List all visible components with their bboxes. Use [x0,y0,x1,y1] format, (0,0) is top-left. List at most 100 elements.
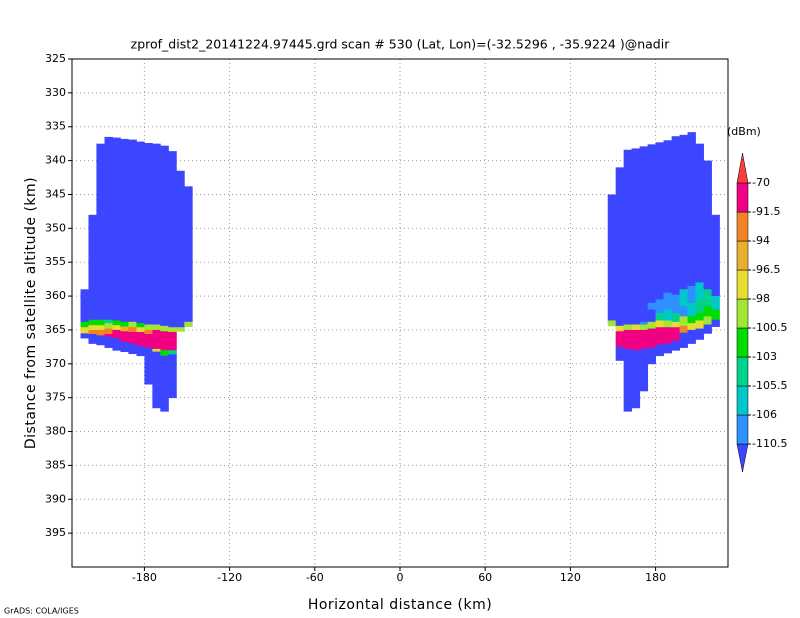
cell [647,302,656,311]
cell [160,350,169,357]
cell [655,327,664,346]
cell [647,309,656,323]
colorbar-box [736,269,749,300]
cell [120,326,129,332]
y-axis-title: Distance from satellite altitude (km) [23,177,39,449]
chart-title: zprof_dist2_20141224.97445.grd scan # 53… [131,37,671,52]
cell [128,331,137,344]
cell [80,333,89,339]
cell [607,320,617,327]
cell [80,321,89,328]
y-tick-label: 345 [45,187,66,200]
cell [88,214,97,321]
cell [663,343,673,354]
cell [639,348,649,392]
cell [136,323,145,328]
cell [160,355,169,412]
x-axis-title: Horizontal distance (km) [308,597,492,613]
cell [695,282,704,300]
colorbar-box [736,240,749,271]
cell [615,167,625,327]
cell [80,289,89,323]
y-tick-label: 385 [45,458,66,471]
cell [176,170,185,328]
cell [703,289,712,307]
cell [703,306,712,317]
cell [104,136,113,321]
cell [703,316,712,325]
cell [639,146,649,323]
cell [655,344,664,357]
cell [168,331,177,351]
cell [695,143,704,283]
cell [144,142,153,325]
cell [88,319,97,326]
y-tick-label: 390 [45,492,66,505]
cell [128,343,137,355]
cell [136,327,145,333]
cell [152,324,161,331]
cell [687,316,696,324]
colorbar-label: (dBm) [727,125,761,138]
cell [663,320,673,328]
cell [168,354,177,399]
cell [711,296,720,311]
cell [711,319,720,327]
y-tick-label: 360 [45,289,66,302]
cell [679,332,688,348]
colorbar-box [736,211,749,242]
colorbar-box [736,182,749,213]
cell [671,321,680,328]
cell [671,313,680,323]
cell [679,325,688,334]
colorbar-tick-label: -103 [752,350,777,363]
x-tick-label: 0 [397,571,404,584]
y-tick-label: 330 [45,86,66,99]
cell [104,333,113,338]
cell [679,316,688,327]
cell [655,313,664,321]
cell [703,324,712,334]
colorbar-box [736,356,749,387]
cell [639,321,649,325]
y-tick-label: 375 [45,391,66,404]
cell [152,143,161,325]
cell [144,333,153,348]
cell [703,160,712,290]
cell [679,306,688,317]
cell [168,327,177,333]
cell [128,327,137,333]
cell [663,140,673,294]
cell [112,137,121,321]
x-tick-label: -120 [217,571,242,584]
cell [120,331,129,343]
cell [136,141,145,324]
cell [176,327,185,332]
y-tick-label: 395 [45,526,66,539]
cell [631,329,641,351]
colorbar-tick-label: -105.5 [752,379,787,392]
cell [615,331,625,348]
cell [639,324,649,331]
cell [695,299,704,314]
cell [128,321,137,328]
cell [112,338,121,351]
cell [168,151,177,328]
colorbar-high [736,152,749,184]
cell [631,324,641,331]
colorbar-low [736,443,749,473]
cell [647,144,656,304]
y-tick-label: 335 [45,120,66,133]
cell [663,309,673,321]
x-tick-label: -180 [132,571,157,584]
cell [112,329,121,339]
cell [671,340,680,351]
colorbar-tick-label: -98 [752,292,770,305]
cell [671,327,680,342]
cell [647,321,656,329]
cell [80,327,89,334]
colorbar-box [736,414,749,445]
cell [623,149,632,325]
colorbar-tick-label: -94 [752,234,770,247]
cell [687,302,696,317]
